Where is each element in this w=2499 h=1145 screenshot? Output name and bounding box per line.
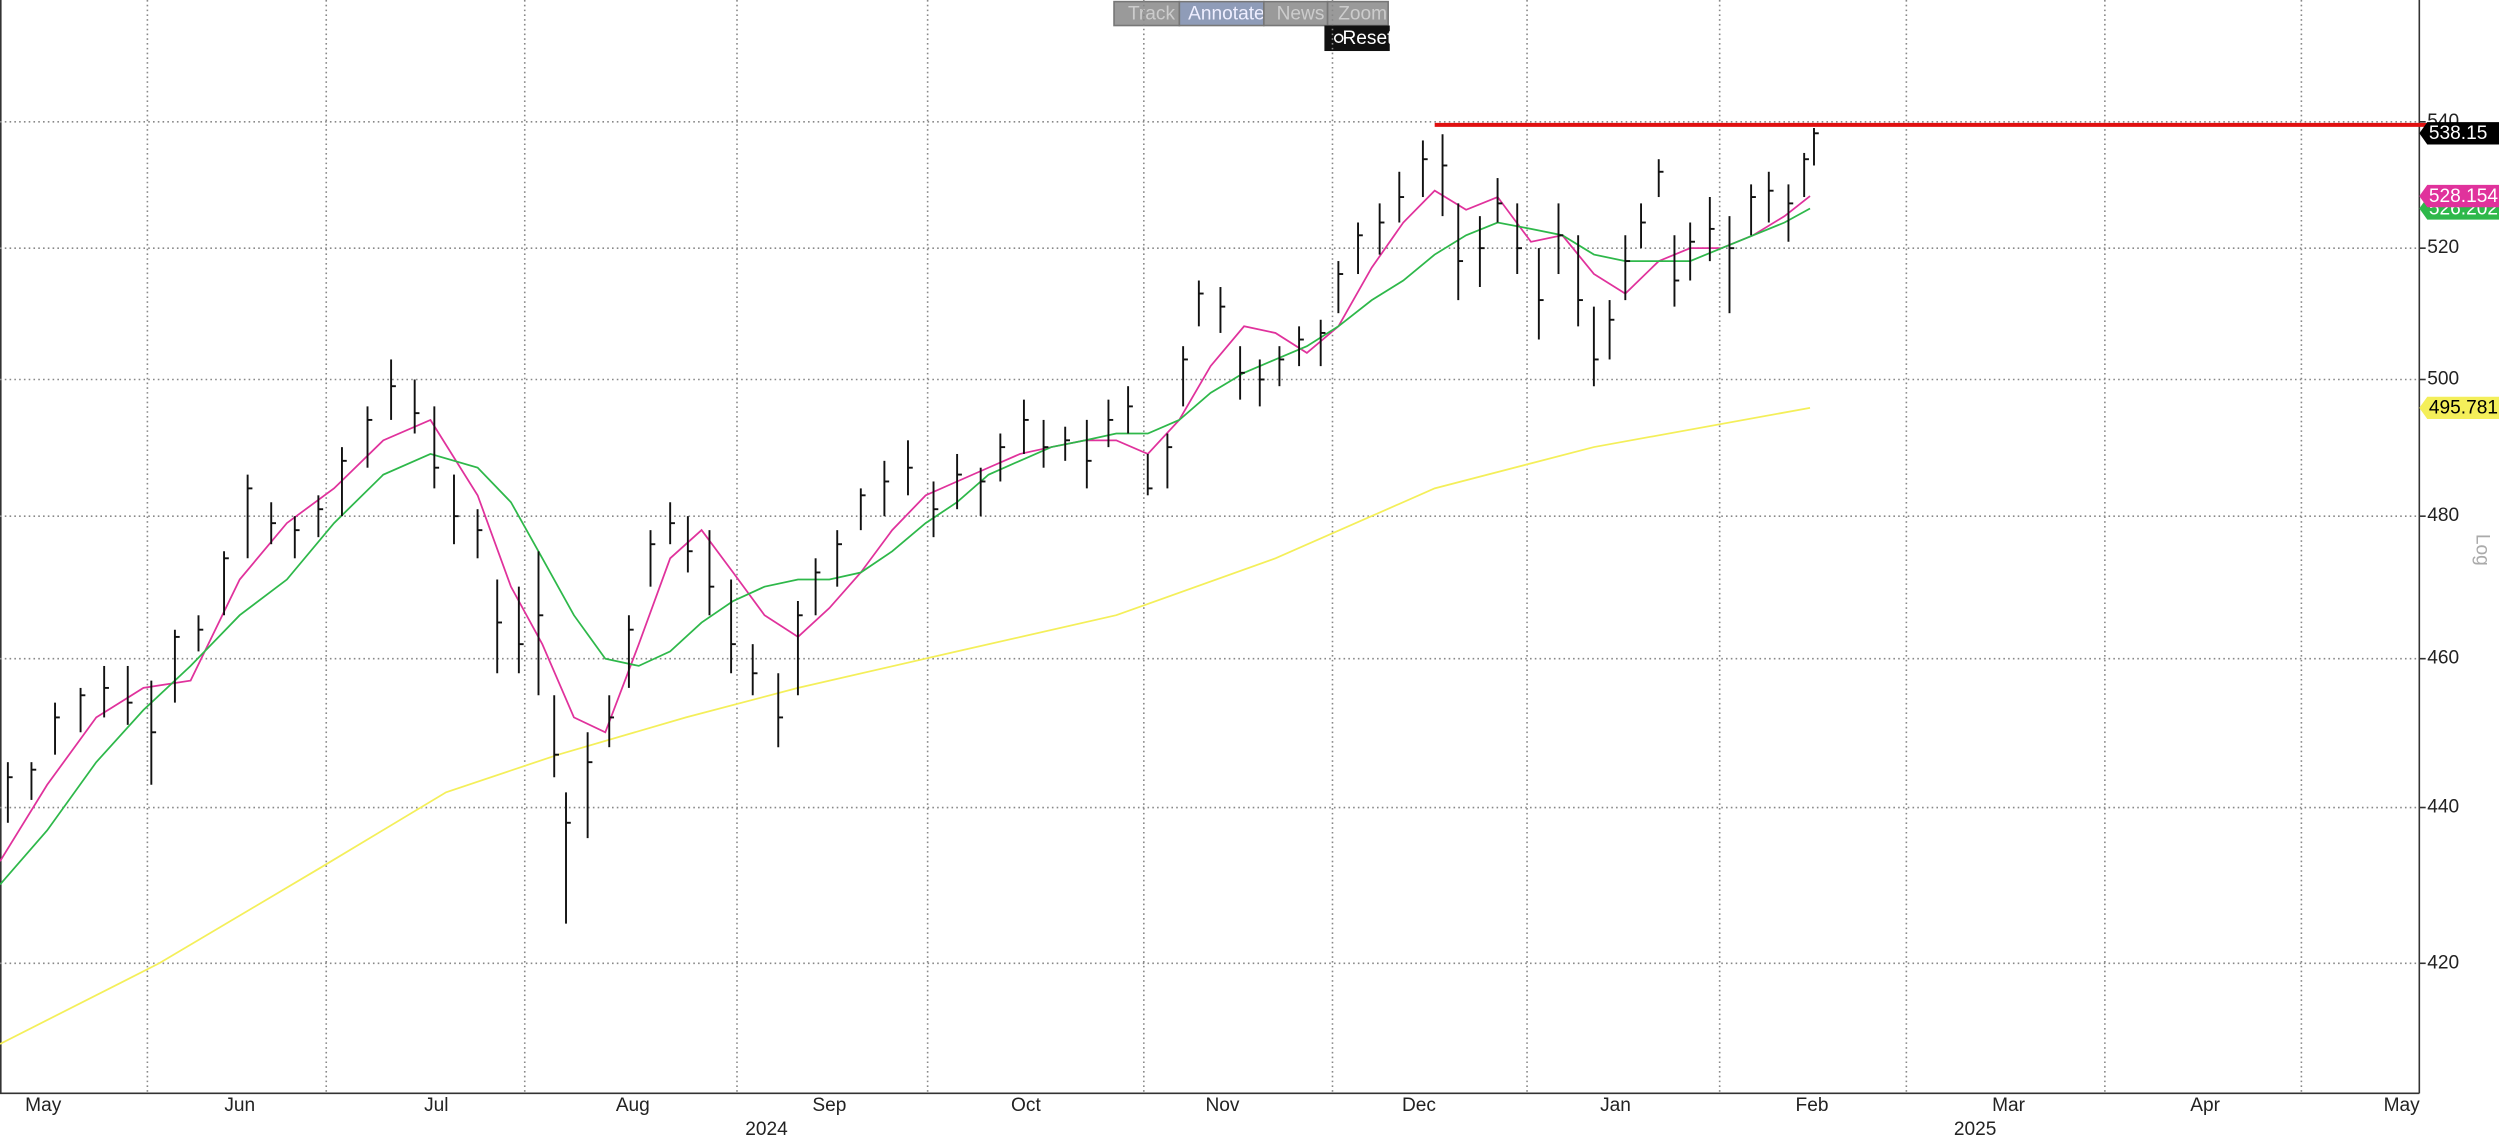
value-tag bbox=[2419, 396, 2499, 420]
toolbar-button-label[interactable]: Annotate bbox=[1188, 3, 1265, 24]
x-tick-label: Dec bbox=[1402, 1095, 1436, 1116]
y-tick-label: 460 bbox=[2427, 648, 2459, 669]
x-tick-label: May bbox=[2384, 1095, 2421, 1116]
y-tick-label: 480 bbox=[2427, 505, 2459, 526]
y-tick-label: 440 bbox=[2427, 797, 2459, 818]
x-tick-label: Apr bbox=[2190, 1095, 2220, 1116]
x-tick-label: May bbox=[25, 1095, 62, 1116]
y-axis-label: Log bbox=[2471, 534, 2492, 566]
x-tick-label: Aug bbox=[616, 1095, 650, 1116]
x-tick-label: Jun bbox=[224, 1095, 255, 1116]
reset-button-label[interactable]: Reset bbox=[1342, 28, 1393, 49]
x-tick-label: Jul bbox=[424, 1095, 448, 1116]
value-tag-label: 538.15 bbox=[2429, 123, 2487, 144]
x-tick-label: Sep bbox=[812, 1095, 846, 1116]
toolbar-button-label[interactable]: News bbox=[1277, 3, 1325, 24]
x-tick-label: Jan bbox=[1600, 1095, 1631, 1116]
toolbar: Track Annotate News Zoom Reset bbox=[1113, 0, 1393, 52]
year-label: 2025 bbox=[1954, 1119, 1997, 1140]
x-tick-label: Mar bbox=[1992, 1095, 2026, 1116]
value-tag-label: 528.154 bbox=[2429, 186, 2498, 207]
toolbar-button-label[interactable]: Zoom bbox=[1338, 3, 1387, 24]
toolbar-button-label[interactable]: Track bbox=[1128, 3, 1176, 24]
x-tick-label: Feb bbox=[1796, 1095, 1829, 1116]
value-tag-label: 495.781 bbox=[2429, 398, 2498, 419]
y-tick-label: 500 bbox=[2427, 369, 2459, 390]
y-tick-label: 420 bbox=[2427, 952, 2459, 973]
reset-icon bbox=[1333, 33, 1344, 44]
y-tick-label: 520 bbox=[2427, 237, 2459, 258]
moving-average-line bbox=[0, 207, 1811, 886]
value-tag bbox=[2419, 122, 2499, 145]
x-tick-label: Nov bbox=[1205, 1095, 1239, 1116]
value-tag bbox=[2419, 184, 2499, 208]
x-tick-label: Oct bbox=[1011, 1095, 1041, 1116]
year-label: 2024 bbox=[745, 1119, 788, 1140]
